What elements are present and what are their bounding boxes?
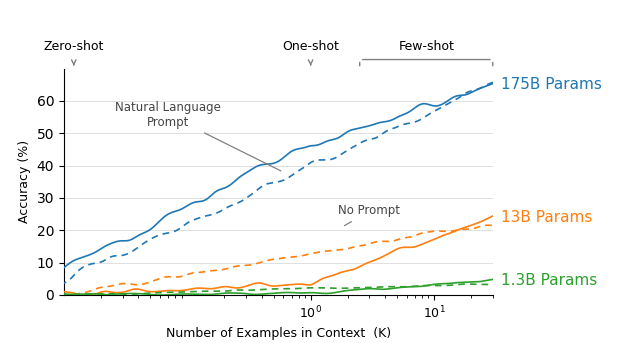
Text: Few-shot: Few-shot [398,40,454,53]
Text: One-shot: One-shot [282,40,339,53]
Text: 1.3B Params: 1.3B Params [501,273,598,288]
Text: Natural Language
Prompt: Natural Language Prompt [115,101,281,171]
Text: 13B Params: 13B Params [501,210,593,225]
Y-axis label: Accuracy (%): Accuracy (%) [18,140,31,223]
Text: Zero-shot: Zero-shot [44,40,104,53]
Text: 175B Params: 175B Params [501,77,602,92]
Text: No Prompt: No Prompt [339,204,401,226]
X-axis label: Number of Examples in Context  (K): Number of Examples in Context (K) [166,327,391,340]
